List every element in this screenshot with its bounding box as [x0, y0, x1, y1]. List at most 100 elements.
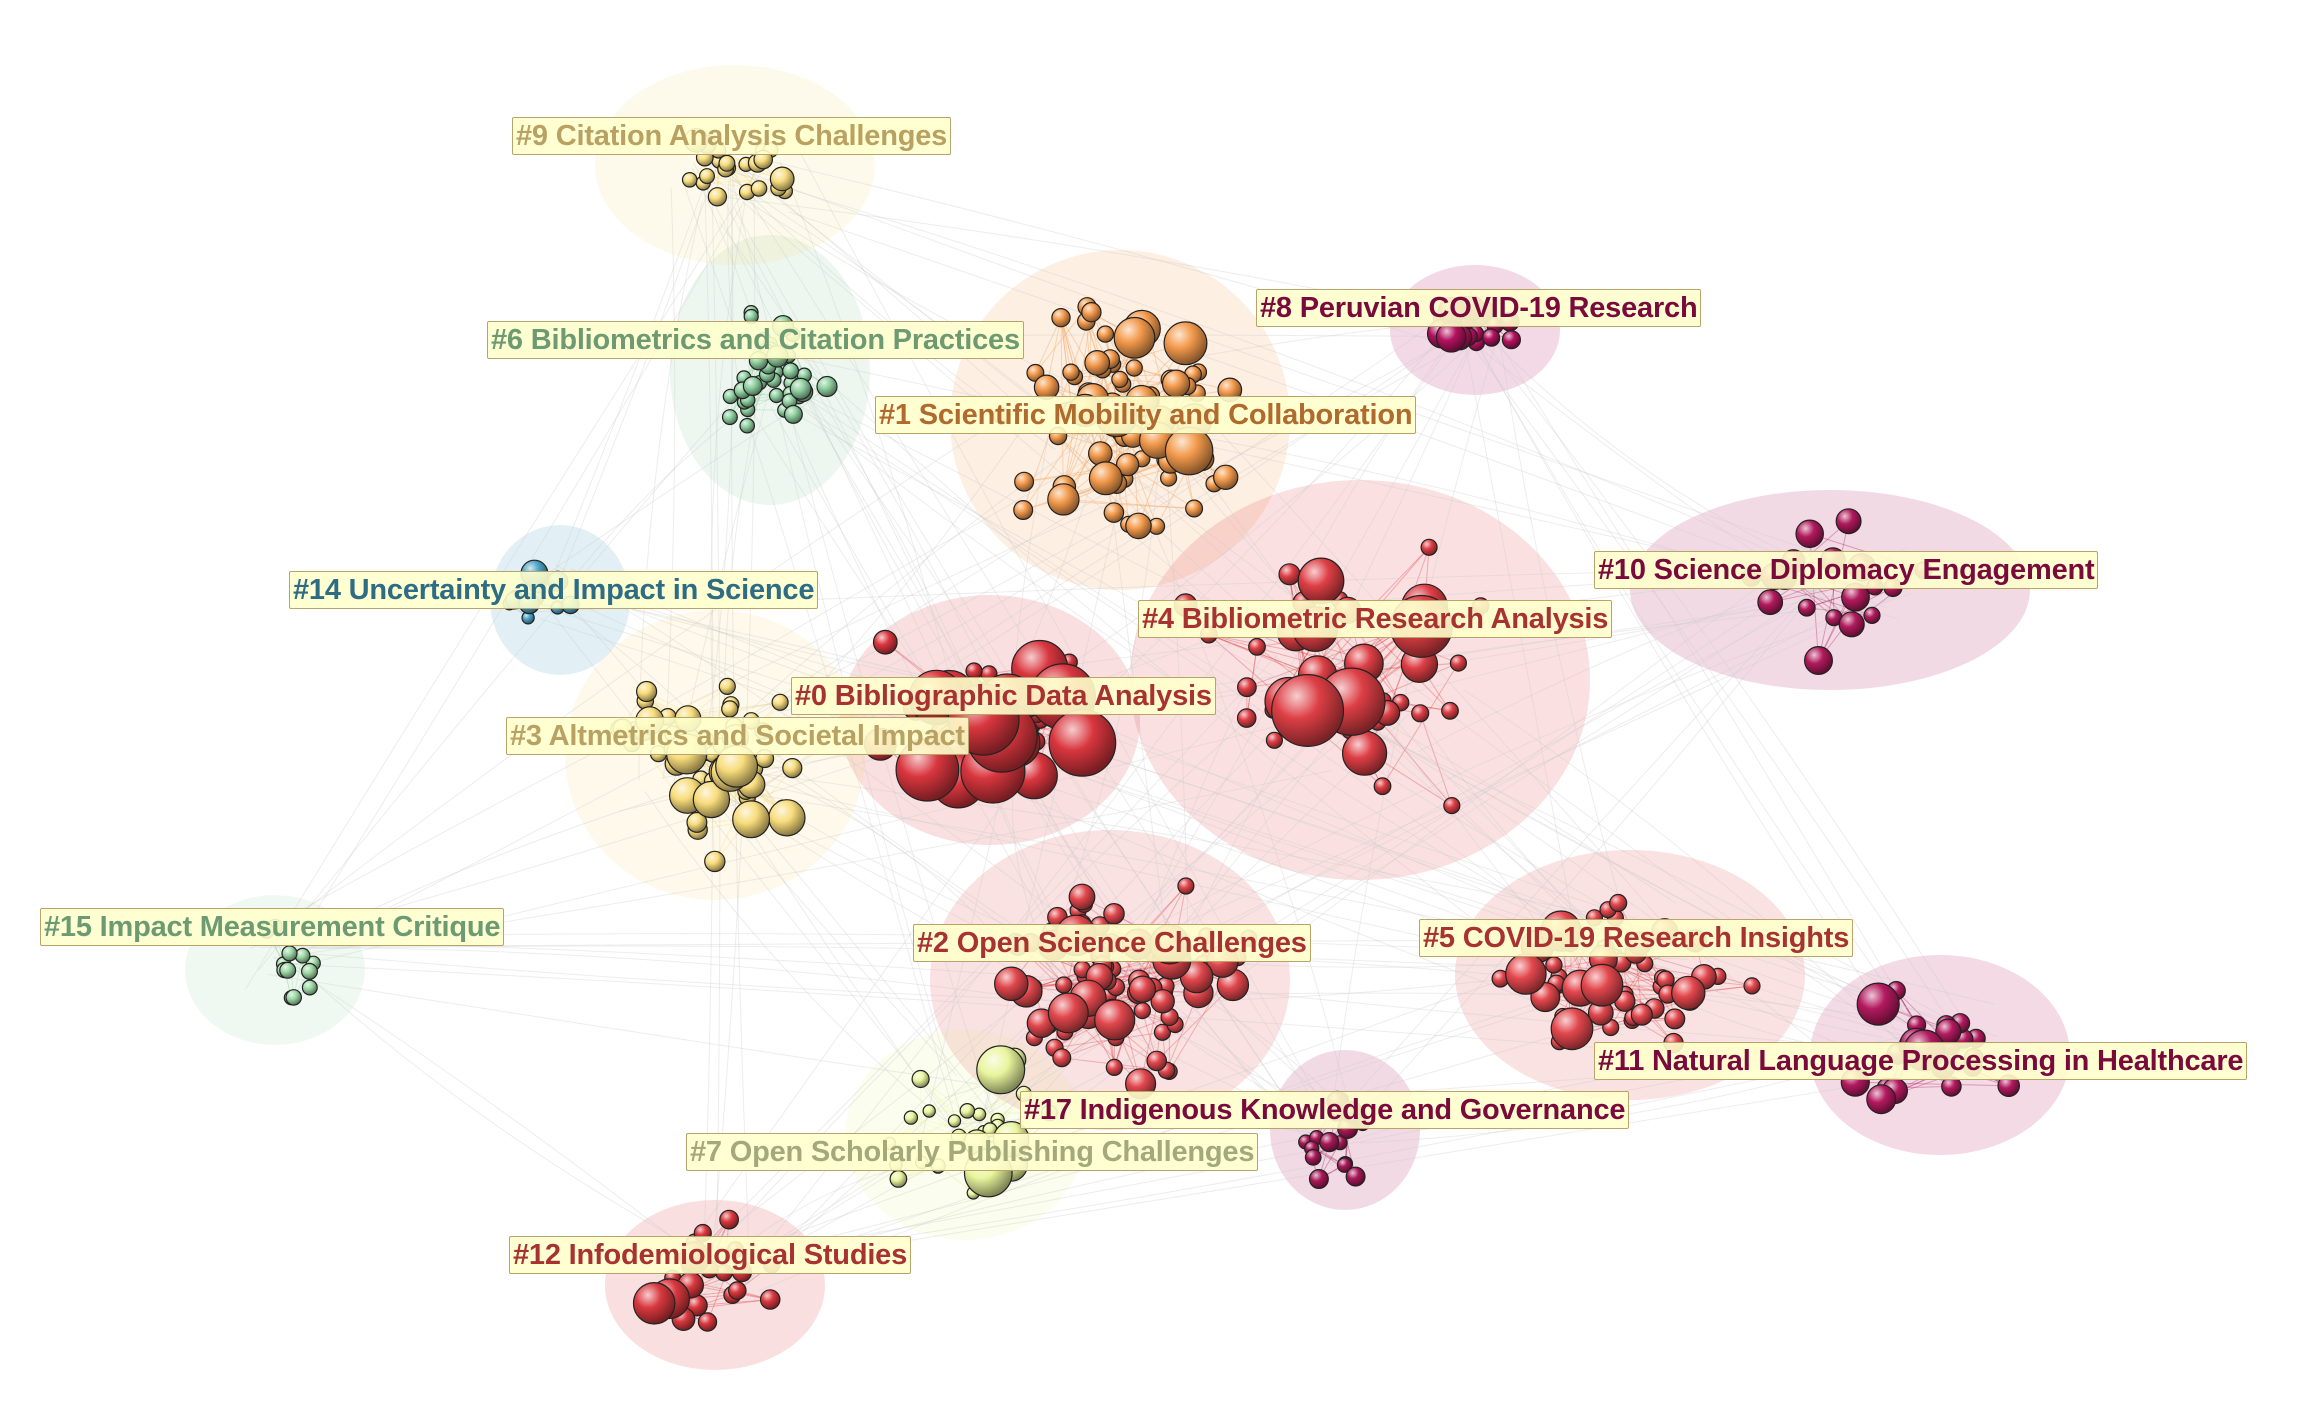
node-cluster-12 [697, 1312, 718, 1332]
cluster-label-14: #14 Uncertainty and Impact in Science [289, 571, 819, 609]
node-cluster-15 [279, 961, 297, 979]
node-cluster-7 [922, 1104, 936, 1118]
node-cluster-1 [1081, 302, 1102, 323]
node-cluster-2 [1047, 992, 1089, 1034]
node-cluster-5 [1545, 956, 1563, 974]
cluster-label-2: #2 Open Science Challenges [913, 924, 1311, 962]
node-cluster-10 [1803, 645, 1833, 675]
node-cluster-4 [1441, 701, 1459, 720]
node-cluster-1 [1163, 321, 1208, 366]
node-cluster-11 [1856, 982, 1900, 1026]
cluster-label-10: #10 Science Diplomacy Engagement [1594, 551, 2099, 589]
node-cluster-1 [1051, 308, 1071, 328]
node-cluster-1 [1164, 426, 1214, 476]
node-cluster-1 [1096, 325, 1115, 343]
node-cluster-6 [783, 404, 803, 424]
node-cluster-15 [285, 989, 302, 1006]
node-cluster-17 [1319, 1131, 1340, 1153]
node-cluster-12 [632, 1282, 676, 1325]
node-cluster-6 [768, 387, 785, 404]
node-cluster-5 [1664, 1008, 1686, 1030]
node-cluster-2 [1052, 1048, 1072, 1068]
node-cluster-6 [742, 376, 763, 397]
node-cluster-1 [1113, 316, 1156, 359]
node-cluster-10 [1838, 611, 1865, 638]
node-cluster-9 [718, 154, 736, 172]
node-cluster-1 [1088, 461, 1123, 496]
node-cluster-2 [1128, 975, 1157, 1003]
cluster-label-0: #0 Bibliographic Data Analysis [791, 677, 1216, 715]
node-cluster-1 [1125, 512, 1152, 540]
node-cluster-3 [686, 811, 708, 833]
node-cluster-1 [1125, 359, 1143, 377]
node-cluster-3 [732, 800, 771, 839]
cluster-label-11: #11 Natural Language Processing in Healt… [1594, 1042, 2248, 1080]
node-cluster-5 [1580, 963, 1624, 1007]
node-cluster-4 [1236, 708, 1257, 728]
node-cluster-2 [1094, 999, 1136, 1041]
node-cluster-17 [1308, 1168, 1329, 1189]
node-cluster-5 [1550, 1007, 1594, 1051]
node-cluster-15 [301, 979, 318, 996]
node-cluster-12 [727, 1281, 747, 1300]
node-cluster-8 [1481, 328, 1500, 347]
node-cluster-1 [1047, 483, 1080, 516]
node-cluster-4 [1341, 730, 1388, 776]
node-cluster-2 [1153, 1023, 1172, 1041]
node-cluster-2 [1177, 877, 1195, 895]
node-cluster-17 [1336, 1157, 1353, 1173]
node-cluster-2 [1146, 1050, 1167, 1072]
node-cluster-10 [1797, 598, 1816, 617]
node-cluster-1 [1084, 350, 1111, 376]
node-cluster-7 [889, 1169, 908, 1188]
cluster-label-9: #9 Citation Analysis Challenges [512, 117, 952, 155]
node-cluster-1 [1062, 363, 1080, 381]
cluster-label-8: #8 Peruvian COVID-19 Research [1256, 289, 1702, 327]
node-cluster-10 [1795, 519, 1824, 549]
node-cluster-0 [1048, 709, 1117, 777]
node-cluster-4 [1271, 673, 1345, 747]
node-cluster-1 [1013, 500, 1034, 521]
node-cluster-3 [692, 780, 731, 819]
node-cluster-2 [993, 966, 1029, 1002]
cluster-label-15: #15 Impact Measurement Critique [40, 908, 505, 946]
node-cluster-17 [1304, 1148, 1322, 1166]
node-cluster-8 [1501, 330, 1522, 350]
cluster-label-12: #12 Infodemiological Studies [509, 1236, 912, 1274]
cluster-label-1: #1 Scientific Mobility and Collaboration [875, 396, 1417, 434]
node-cluster-3 [704, 850, 726, 873]
node-cluster-2 [1068, 883, 1096, 911]
node-cluster-9 [707, 187, 728, 207]
node-cluster-3 [635, 680, 658, 703]
node-cluster-1 [1103, 502, 1125, 523]
node-cluster-4 [1297, 557, 1345, 605]
node-cluster-17 [1345, 1166, 1366, 1187]
node-cluster-7 [947, 1114, 962, 1128]
cluster-region-10 [1630, 490, 2030, 690]
node-cluster-15 [294, 947, 311, 964]
node-cluster-3 [771, 693, 789, 711]
node-cluster-5 [1743, 977, 1761, 995]
cluster-label-17: #17 Indigenous Knowledge and Governance [1020, 1091, 1630, 1129]
node-cluster-5 [1505, 953, 1547, 995]
node-cluster-9 [698, 168, 715, 185]
node-cluster-15 [281, 945, 298, 962]
node-cluster-7 [911, 1069, 930, 1089]
node-cluster-3 [782, 757, 803, 779]
node-cluster-5 [1630, 1003, 1653, 1026]
node-cluster-6 [721, 409, 738, 426]
node-cluster-5 [1609, 893, 1628, 913]
node-cluster-6 [739, 417, 755, 434]
node-cluster-2 [1103, 902, 1125, 925]
cluster-label-7: #7 Open Scholarly Publishing Challenges [686, 1133, 1259, 1171]
node-cluster-4 [1278, 563, 1301, 586]
node-cluster-4 [1248, 637, 1266, 656]
node-cluster-9 [681, 172, 698, 188]
node-cluster-4 [1443, 796, 1461, 815]
node-cluster-1 [1115, 452, 1140, 477]
node-cluster-1 [1111, 370, 1129, 388]
node-cluster-2 [1105, 1058, 1123, 1077]
node-cluster-2 [1150, 989, 1175, 1014]
node-cluster-4 [1411, 704, 1430, 723]
node-cluster-1 [1212, 464, 1239, 490]
